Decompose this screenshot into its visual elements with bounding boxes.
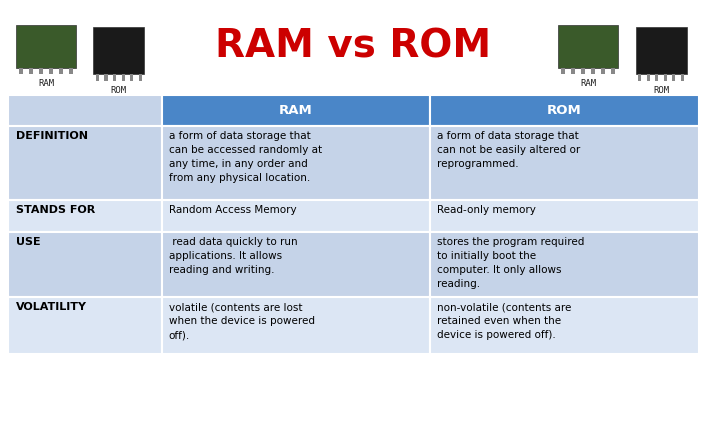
Text: a form of data storage that
can not be easily altered or
reprogrammed.: a form of data storage that can not be e… xyxy=(437,131,580,169)
Text: Random Access Memory: Random Access Memory xyxy=(169,205,296,215)
FancyBboxPatch shape xyxy=(638,74,641,81)
FancyBboxPatch shape xyxy=(16,25,76,68)
FancyBboxPatch shape xyxy=(430,126,699,200)
Text: stores the program required
to initially boot the
computer. It only allows
readi: stores the program required to initially… xyxy=(437,237,585,289)
FancyBboxPatch shape xyxy=(19,68,23,74)
Text: Read-only memory: Read-only memory xyxy=(437,205,536,215)
FancyBboxPatch shape xyxy=(559,25,618,68)
FancyBboxPatch shape xyxy=(162,232,430,297)
FancyBboxPatch shape xyxy=(69,68,73,74)
FancyBboxPatch shape xyxy=(105,74,107,81)
Text: ROM: ROM xyxy=(653,86,669,95)
Text: ROM: ROM xyxy=(547,104,582,117)
FancyBboxPatch shape xyxy=(430,297,699,354)
Text: ROM: ROM xyxy=(111,86,127,95)
FancyBboxPatch shape xyxy=(430,200,699,232)
Text: RAM: RAM xyxy=(38,79,54,88)
FancyBboxPatch shape xyxy=(647,74,650,81)
FancyBboxPatch shape xyxy=(8,232,162,297)
FancyBboxPatch shape xyxy=(162,200,430,232)
FancyBboxPatch shape xyxy=(113,74,116,81)
FancyBboxPatch shape xyxy=(8,95,162,126)
FancyBboxPatch shape xyxy=(602,68,605,74)
FancyBboxPatch shape xyxy=(96,74,99,81)
FancyBboxPatch shape xyxy=(672,74,675,81)
FancyBboxPatch shape xyxy=(59,68,63,74)
FancyBboxPatch shape xyxy=(681,74,684,81)
FancyBboxPatch shape xyxy=(664,74,667,81)
FancyBboxPatch shape xyxy=(8,297,162,354)
Text: non-volatile (contents are
retained even when the
device is powered off).: non-volatile (contents are retained even… xyxy=(437,302,571,341)
Text: RAM: RAM xyxy=(279,104,312,117)
FancyBboxPatch shape xyxy=(430,232,699,297)
FancyBboxPatch shape xyxy=(29,68,33,74)
FancyBboxPatch shape xyxy=(162,126,430,200)
FancyBboxPatch shape xyxy=(130,74,133,81)
Text: DEFINITION: DEFINITION xyxy=(16,131,88,141)
FancyBboxPatch shape xyxy=(93,27,144,74)
FancyBboxPatch shape xyxy=(571,68,575,74)
Text: USE: USE xyxy=(16,237,40,247)
Text: read data quickly to run
applications. It allows
reading and writing.: read data quickly to run applications. I… xyxy=(169,237,298,275)
FancyBboxPatch shape xyxy=(8,126,162,200)
FancyBboxPatch shape xyxy=(39,68,42,74)
FancyBboxPatch shape xyxy=(636,27,686,74)
Text: VOLATILITY: VOLATILITY xyxy=(16,302,86,313)
FancyBboxPatch shape xyxy=(49,68,53,74)
Text: STANDS FOR: STANDS FOR xyxy=(16,205,95,215)
FancyBboxPatch shape xyxy=(162,95,430,126)
FancyBboxPatch shape xyxy=(430,95,699,126)
Text: RAM: RAM xyxy=(580,79,596,88)
Text: RAM vs ROM: RAM vs ROM xyxy=(216,27,491,66)
FancyBboxPatch shape xyxy=(581,68,585,74)
FancyBboxPatch shape xyxy=(122,74,124,81)
FancyBboxPatch shape xyxy=(162,297,430,354)
FancyBboxPatch shape xyxy=(592,68,595,74)
FancyBboxPatch shape xyxy=(612,68,615,74)
Text: a form of data storage that
can be accessed randomly at
any time, in any order a: a form of data storage that can be acces… xyxy=(169,131,322,183)
FancyBboxPatch shape xyxy=(139,74,141,81)
Text: volatile (contents are lost
when the device is powered
off).: volatile (contents are lost when the dev… xyxy=(169,302,315,341)
FancyBboxPatch shape xyxy=(561,68,565,74)
FancyBboxPatch shape xyxy=(655,74,658,81)
FancyBboxPatch shape xyxy=(8,200,162,232)
